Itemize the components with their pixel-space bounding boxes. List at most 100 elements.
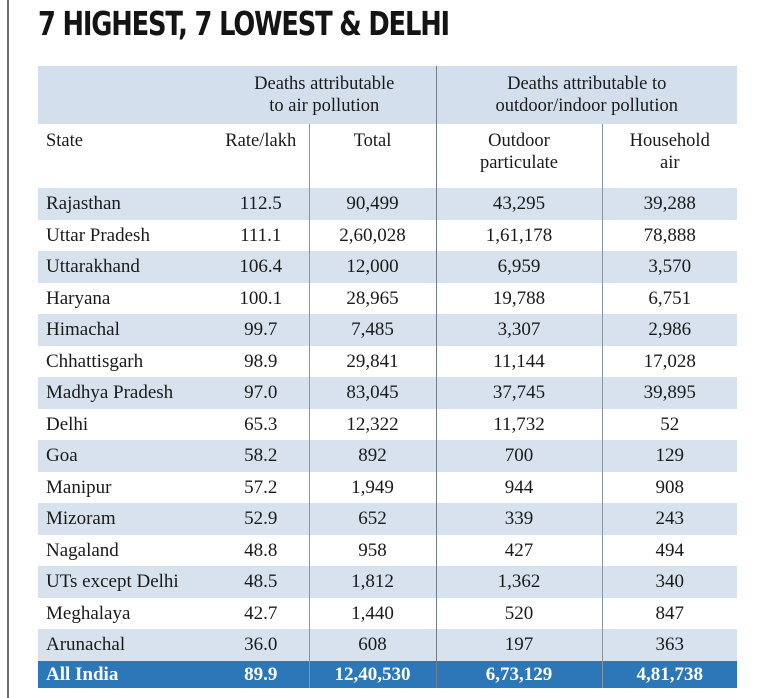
- table-row: UTs except Delhi 48.5 1,812 1,362 340: [38, 566, 737, 598]
- group-header-blank: [38, 66, 213, 124]
- col-header-state: State: [38, 124, 213, 188]
- cell-total: 28,965: [308, 282, 436, 314]
- cell-household: 39,895: [601, 377, 737, 409]
- cell-rate: 98.9: [244, 350, 278, 372]
- cell-total: 12,322: [308, 408, 436, 440]
- table-row: Uttar Pradesh 111.1 2,60,028 1,61,178 78…: [38, 219, 737, 251]
- table-row: Meghalaya 42.7 1,440 520 847: [38, 597, 737, 629]
- cell-household: 17,028: [601, 345, 737, 377]
- cell-household: 847: [601, 597, 737, 629]
- pollution-deaths-table: Deaths attributable to air pollution Dea…: [38, 66, 737, 688]
- group-header-row: Deaths attributable to air pollution Dea…: [38, 66, 737, 124]
- cell-state: Madhya Pradesh: [38, 377, 213, 409]
- cell-household: 494: [601, 534, 737, 566]
- page-title: 7 HIGHEST, 7 LOWEST & DELHI: [38, 4, 450, 43]
- cell-rate: 58.2: [213, 440, 309, 472]
- table-row: Rajasthan 112.5 90,499 43,295 39,288: [38, 188, 737, 220]
- cell-outdoor: 11,732: [435, 408, 602, 440]
- cell-rate: 52.9: [213, 503, 309, 535]
- cell-state: Nagaland: [46, 539, 119, 561]
- cell-state: Haryana: [46, 287, 111, 309]
- cell-outdoor: 944: [435, 471, 602, 503]
- group-split-line2: outdoor/indoor pollution: [495, 96, 678, 116]
- cell-total: 652: [308, 503, 436, 535]
- col-household-line1: Household: [629, 131, 710, 151]
- cell-total: 608: [308, 629, 436, 661]
- group-air-line1: Deaths attributable: [254, 74, 395, 94]
- table-row: Uttarakhand 106.4 12,000 6,959 3,570: [38, 251, 737, 283]
- cell-total: 12,000: [308, 251, 436, 283]
- cell-total: 29,841: [308, 345, 436, 377]
- cell-state: Goa: [38, 440, 213, 472]
- col-header-household: Household air: [601, 124, 737, 188]
- cell-household: 363: [601, 629, 737, 661]
- cell-total: 958: [308, 534, 436, 566]
- cell-total: 892: [308, 440, 436, 472]
- cell-rate: 106.4: [213, 251, 309, 283]
- group-split-line1: Deaths attributable to: [507, 74, 667, 94]
- cell-state: Mizoram: [38, 503, 213, 535]
- cell-total: 1,949: [308, 471, 436, 503]
- cell-state: Rajasthan: [38, 188, 213, 220]
- cell-rate: 99.7: [213, 314, 309, 346]
- table-row: Goa 58.2 892 700 129: [38, 440, 737, 472]
- col-header-rate: Rate/lakh: [213, 124, 309, 188]
- all-india-total-row: All India 89.9 12,40,530 6,73,129 4,81,7…: [38, 660, 737, 688]
- cell-household: 129: [601, 440, 737, 472]
- total-cell-rate: 89.9: [213, 660, 309, 688]
- cell-state: Himachal: [38, 314, 213, 346]
- cell-rate: 48.5: [213, 566, 309, 598]
- cell-rate: 112.5: [213, 188, 309, 220]
- cell-state: Uttarakhand: [38, 251, 213, 283]
- cell-outdoor: 520: [435, 597, 602, 629]
- cell-state: UTs except Delhi: [38, 566, 213, 598]
- group-air-line2: to air pollution: [269, 96, 380, 116]
- cell-outdoor: 427: [435, 534, 602, 566]
- table-row: Nagaland 48.8 958 427 494: [38, 534, 737, 566]
- table-row: Delhi 65.3 12,322 11,732 52: [38, 408, 737, 440]
- col-outdoor-line2: particulate: [479, 153, 559, 173]
- cell-total: 1,812: [308, 566, 436, 598]
- cell-state: Delhi: [46, 413, 89, 435]
- cell-outdoor: 700: [435, 440, 602, 472]
- group-header-air-pollution: Deaths attributable to air pollution: [213, 66, 436, 124]
- cell-state: Chhattisgarh: [46, 350, 144, 372]
- cell-household: 52: [601, 408, 737, 440]
- cell-state: Meghalaya: [46, 602, 131, 624]
- cell-state: Uttar Pradesh: [46, 224, 150, 246]
- cell-rate: 97.0: [213, 377, 309, 409]
- cell-total: 2,60,028: [308, 219, 436, 251]
- cell-state: Arunachal: [38, 629, 213, 661]
- table-row: Manipur 57.2 1,949 944 908: [38, 471, 737, 503]
- cell-household: 39,288: [601, 188, 737, 220]
- table-row: Arunachal 36.0 608 197 363: [38, 629, 737, 661]
- cell-outdoor: 3,307: [435, 314, 602, 346]
- table-row: Mizoram 52.9 652 339 243: [38, 503, 737, 535]
- cell-outdoor: 1,362: [435, 566, 602, 598]
- pollution-table-container: Deaths attributable to air pollution Dea…: [38, 66, 737, 698]
- left-margin-rule: [7, 0, 9, 698]
- cell-household: 243: [601, 503, 737, 535]
- cell-household: 78,888: [601, 219, 737, 251]
- col-household-line2: air: [659, 153, 680, 173]
- cell-household: 3,570: [601, 251, 737, 283]
- total-cell-outdoor: 6,73,129: [435, 660, 602, 688]
- table-row: Madhya Pradesh 97.0 83,045 37,745 39,895: [38, 377, 737, 409]
- cell-total: 7,485: [308, 314, 436, 346]
- cell-total: 90,499: [308, 188, 436, 220]
- group-header-outdoor-indoor: Deaths attributable to outdoor/indoor po…: [435, 66, 737, 124]
- cell-household: 340: [601, 566, 737, 598]
- table-row: Haryana 100.1 28,965 19,788 6,751: [38, 282, 737, 314]
- cell-rate: 42.7: [244, 602, 278, 624]
- cell-rate: 57.2: [244, 476, 278, 498]
- cell-outdoor: 37,745: [435, 377, 602, 409]
- cell-rate: 36.0: [213, 629, 309, 661]
- cell-outdoor: 11,144: [435, 345, 602, 377]
- total-cell-total: 12,40,530: [308, 660, 436, 688]
- cell-outdoor: 339: [435, 503, 602, 535]
- table-row: Chhattisgarh 98.9 29,841 11,144 17,028: [38, 345, 737, 377]
- cell-rate: 111.1: [240, 224, 282, 246]
- column-header-row: State Rate/lakh Total Outdoor particulat…: [38, 124, 737, 188]
- cell-outdoor: 1,61,178: [435, 219, 602, 251]
- total-cell-state: All India: [38, 660, 213, 688]
